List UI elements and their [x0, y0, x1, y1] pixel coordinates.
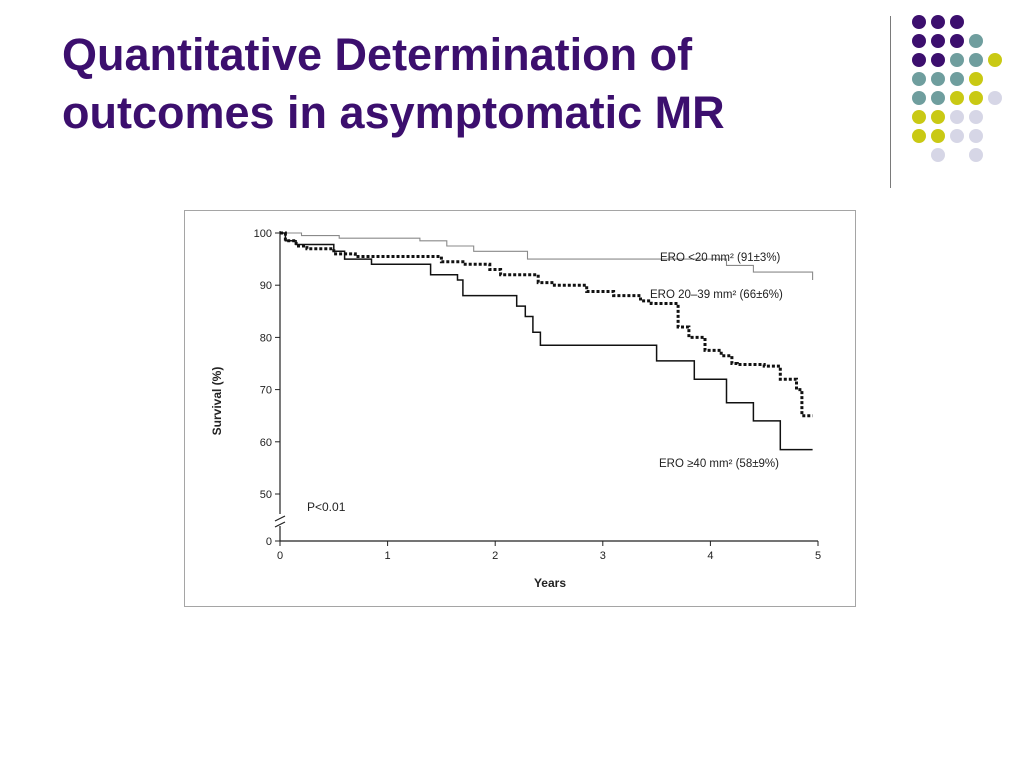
decor-dot-2-2 [950, 53, 964, 67]
series-label-0: ERO <20 mm² (91±3%) [660, 252, 781, 264]
decor-dot-2-4 [988, 53, 1002, 67]
y-tick-label-70: 70 [260, 385, 272, 397]
decor-dot-6-1 [931, 129, 945, 143]
decor-dot-0-1 [931, 15, 945, 29]
x-tick-label-2: 2 [492, 550, 498, 562]
decor-dot-2-3 [969, 53, 983, 67]
survival-chart: 0 50 60 70 80 90 100 0 1 2 3 4 5 ERO <20 mm² (91±3%)… [210, 228, 821, 590]
decor-dot-4-0 [912, 91, 926, 105]
decor-dot-1-2 [950, 34, 964, 48]
axis-break-mark-1 [274, 515, 286, 522]
decor-dot-2-1 [931, 53, 945, 67]
decor-dot-1-3 [969, 34, 983, 48]
decor-dot-5-2 [950, 110, 964, 124]
p-value-annotation: P<0.01 [307, 500, 346, 514]
decor-dot-6-2 [950, 129, 964, 143]
title-divider [890, 16, 891, 188]
decor-dot-5-1 [931, 110, 945, 124]
slide-title-line-2: outcomes in asymptomatic MR [62, 87, 725, 138]
decor-dot-4-4 [988, 91, 1002, 105]
decor-dot-5-0 [912, 110, 926, 124]
x-axis-title: Years [534, 576, 566, 590]
y-tick-label-60: 60 [260, 437, 272, 449]
x-tick-label-4: 4 [707, 550, 713, 562]
decor-dot-1-0 [912, 34, 926, 48]
decor-dot-0-0 [912, 15, 926, 29]
decor-dot-0-2 [950, 15, 964, 29]
series-line-0 [280, 232, 814, 280]
x-tick-label-5: 5 [815, 550, 821, 562]
decor-dot-3-2 [950, 72, 964, 86]
decor-dot-4-1 [931, 91, 945, 105]
y-tick-label-0: 0 [266, 536, 272, 548]
decor-dot-5-3 [969, 110, 983, 124]
decor-dot-4-3 [969, 91, 983, 105]
y-tick-label-90: 90 [260, 280, 272, 292]
x-tick-label-3: 3 [600, 550, 606, 562]
series-line-2 [280, 232, 813, 451]
decor-dot-6-3 [969, 129, 983, 143]
series-label-1: ERO 20–39 mm² (66±6%) [650, 289, 783, 301]
survival-chart-frame: 0 50 60 70 80 90 100 0 1 2 3 4 5 ERO <20 mm² (91±3%)… [184, 210, 856, 607]
decor-dot-3-0 [912, 72, 926, 86]
x-tick-label-1: 1 [385, 550, 391, 562]
y-tick-label-80: 80 [260, 332, 272, 344]
y-tick-label-100: 100 [254, 228, 272, 240]
decor-dot-3-3 [969, 72, 983, 86]
y-axis-title: Survival (%) [210, 367, 224, 436]
axis-break-mark-2 [274, 521, 286, 528]
decor-dot-7-1 [969, 148, 983, 162]
slide-title: Quantitative Determination of outcomes i… [62, 26, 882, 142]
decor-dot-4-2 [950, 91, 964, 105]
slide-title-line-1: Quantitative Determination of [62, 29, 693, 80]
decor-dot-3-1 [931, 72, 945, 86]
x-tick-label-0: 0 [277, 550, 283, 562]
decor-dot-1-1 [931, 34, 945, 48]
y-tick-label-50: 50 [260, 489, 272, 501]
series-label-2: ERO ≥40 mm² (58±9%) [659, 458, 779, 470]
decor-dot-6-0 [912, 129, 926, 143]
decor-dot-2-0 [912, 53, 926, 67]
decor-dot-7-0 [931, 148, 945, 162]
